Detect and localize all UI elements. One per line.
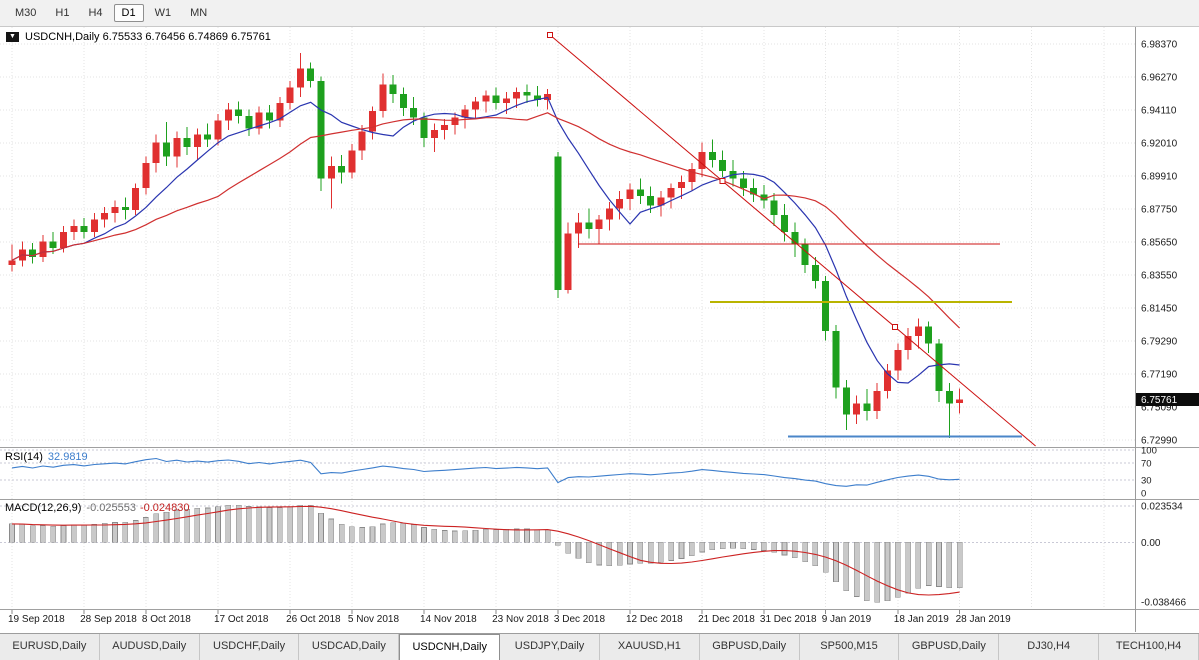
macd-name: MACD(12,26,9): [5, 502, 82, 514]
timeframe-button-mn[interactable]: MN: [190, 7, 208, 19]
chart-tabs: EURUSD,Daily AUDUSD,Daily USDCHF,Daily USDC…: [0, 633, 1199, 660]
chart-tab-usdcad-daily[interactable]: USDCAD,Daily: [299, 634, 400, 660]
chart-tab-gbpusd-daily[interactable]: GBPUSD,Daily: [899, 634, 1000, 660]
timeframe-button-m30[interactable]: M30: [15, 7, 37, 19]
svg-text:6.92010: 6.92010: [1141, 139, 1178, 150]
chart-tab-usdchf-daily[interactable]: USDCHF,Daily: [200, 634, 300, 660]
macd-label: MACD(12,26,9) -0.025553 -0.024830: [5, 502, 190, 514]
drawn-objects[interactable]: [547, 32, 1036, 447]
svg-text:8 Oct 2018: 8 Oct 2018: [142, 614, 191, 625]
svg-text:30: 30: [1141, 476, 1152, 487]
trendline-descending[interactable]: [549, 34, 1036, 447]
svg-text:0.023534: 0.023534: [1141, 502, 1183, 513]
svg-text:6.98370: 6.98370: [1141, 40, 1178, 51]
rsi-line: [11, 457, 960, 487]
svg-text:70: 70: [1141, 458, 1152, 469]
svg-text:9 Jan 2019: 9 Jan 2019: [822, 614, 872, 625]
svg-text:-0.038466: -0.038466: [1141, 598, 1186, 609]
svg-text:26 Oct 2018: 26 Oct 2018: [286, 614, 341, 625]
chart-title: ▼ USDCNH,Daily 6.75533 6.76456 6.74869 6…: [6, 31, 271, 43]
chart-title-text: USDCNH,Daily 6.75533 6.76456 6.74869 6.7…: [25, 31, 271, 43]
svg-text:6.85650: 6.85650: [1141, 238, 1178, 249]
rsi-label: RSI(14) 32.9819: [5, 451, 88, 463]
chart-tab-tech100-h4[interactable]: TECH100,H4: [1099, 634, 1199, 660]
rsi-value: 32.9819: [47, 451, 88, 463]
ma-slow-line: [11, 112, 961, 329]
svg-text:6.87750: 6.87750: [1141, 205, 1178, 216]
svg-text:6.79290: 6.79290: [1141, 337, 1178, 348]
candlestick-series: [8, 52, 964, 438]
chart-tab-audusd-daily[interactable]: AUDUSD,Daily: [100, 634, 200, 660]
svg-text:100: 100: [1141, 446, 1157, 457]
svg-text:31 Dec 2018: 31 Dec 2018: [760, 614, 817, 625]
svg-text:14 Nov 2018: 14 Nov 2018: [420, 614, 477, 625]
svg-text:28 Sep 2018: 28 Sep 2018: [80, 614, 137, 625]
svg-text:6.83550: 6.83550: [1141, 271, 1178, 282]
timeframe-button-h1[interactable]: H1: [55, 7, 70, 19]
svg-text:6.75090: 6.75090: [1141, 403, 1178, 414]
chart-tab-eurusd-daily[interactable]: EURUSD,Daily: [0, 634, 100, 660]
macd-signal-value: -0.024830: [139, 502, 190, 514]
timeframe-button-w1[interactable]: W1: [154, 7, 172, 19]
timeframe-button-d1[interactable]: D1: [113, 4, 144, 22]
svg-text:12 Dec 2018: 12 Dec 2018: [626, 614, 683, 625]
price-axis[interactable]: 6.98370 6.96270 6.94110 6.92010 6.89910 6.877…: [1141, 40, 1178, 447]
rsi-name: RSI(14): [5, 451, 43, 463]
chart-tab-dj30-h4[interactable]: DJ30,H4: [999, 634, 1100, 660]
trendline-handle[interactable]: [892, 324, 898, 331]
svg-text:17 Oct 2018: 17 Oct 2018: [214, 614, 269, 625]
data-window-icon[interactable]: ▼: [6, 32, 19, 42]
svg-text:19 Sep 2018: 19 Sep 2018: [8, 614, 65, 625]
chart-canvas[interactable]: 6.98370 6.96270 6.94110 6.92010 6.89910 6.877…: [0, 0, 1199, 633]
chart-tab-usdjpy-daily[interactable]: USDJPY,Daily: [500, 634, 600, 660]
macd-histogram: [9, 504, 963, 603]
chart-tab-sp500-m15[interactable]: SP500,M15: [800, 634, 900, 660]
trendline-handle[interactable]: [547, 32, 553, 39]
ma-fast-line: [11, 96, 960, 384]
svg-text:21 Dec 2018: 21 Dec 2018: [698, 614, 755, 625]
svg-text:3 Dec 2018: 3 Dec 2018: [554, 614, 606, 625]
svg-text:0.00: 0.00: [1141, 538, 1161, 549]
timeframe-toolbar: M30 H1 H4 D1 W1 MN: [0, 0, 1199, 27]
svg-text:6.81450: 6.81450: [1141, 304, 1178, 315]
macd-main-value: -0.025553: [86, 502, 136, 514]
macd-signal-line: [11, 505, 960, 596]
trendline-handle[interactable]: [719, 178, 726, 185]
chart-tab-xauusd-h1[interactable]: XAUUSD,H1: [600, 634, 700, 660]
chart-tab-gbpusd-daily[interactable]: GBPUSD,Daily: [700, 634, 800, 660]
svg-text:28 Jan 2019: 28 Jan 2019: [956, 614, 1011, 625]
price-badge: 6.75761: [1136, 392, 1199, 406]
chart-tab-usdcnh-daily[interactable]: USDCNH,Daily: [399, 634, 501, 660]
svg-text:23 Nov 2018: 23 Nov 2018: [492, 614, 549, 625]
grid: [0, 27, 1135, 609]
svg-text:6.75761: 6.75761: [1141, 395, 1178, 406]
svg-text:6.77190: 6.77190: [1141, 370, 1178, 381]
svg-text:18 Jan 2019: 18 Jan 2019: [894, 614, 949, 625]
svg-text:5 Nov 2018: 5 Nov 2018: [348, 614, 400, 625]
timeframe-button-h4[interactable]: H4: [88, 7, 103, 19]
svg-text:6.96270: 6.96270: [1141, 73, 1178, 84]
date-axis[interactable]: 19 Sep 2018 28 Sep 2018 8 Oct 2018 17 Oct 2…: [8, 610, 1011, 625]
panel-separators: [0, 27, 1199, 632]
svg-text:6.94110: 6.94110: [1141, 106, 1177, 117]
svg-text:6.89910: 6.89910: [1141, 172, 1178, 183]
svg-text:6.72990: 6.72990: [1141, 436, 1178, 447]
svg-text:0: 0: [1141, 489, 1146, 500]
